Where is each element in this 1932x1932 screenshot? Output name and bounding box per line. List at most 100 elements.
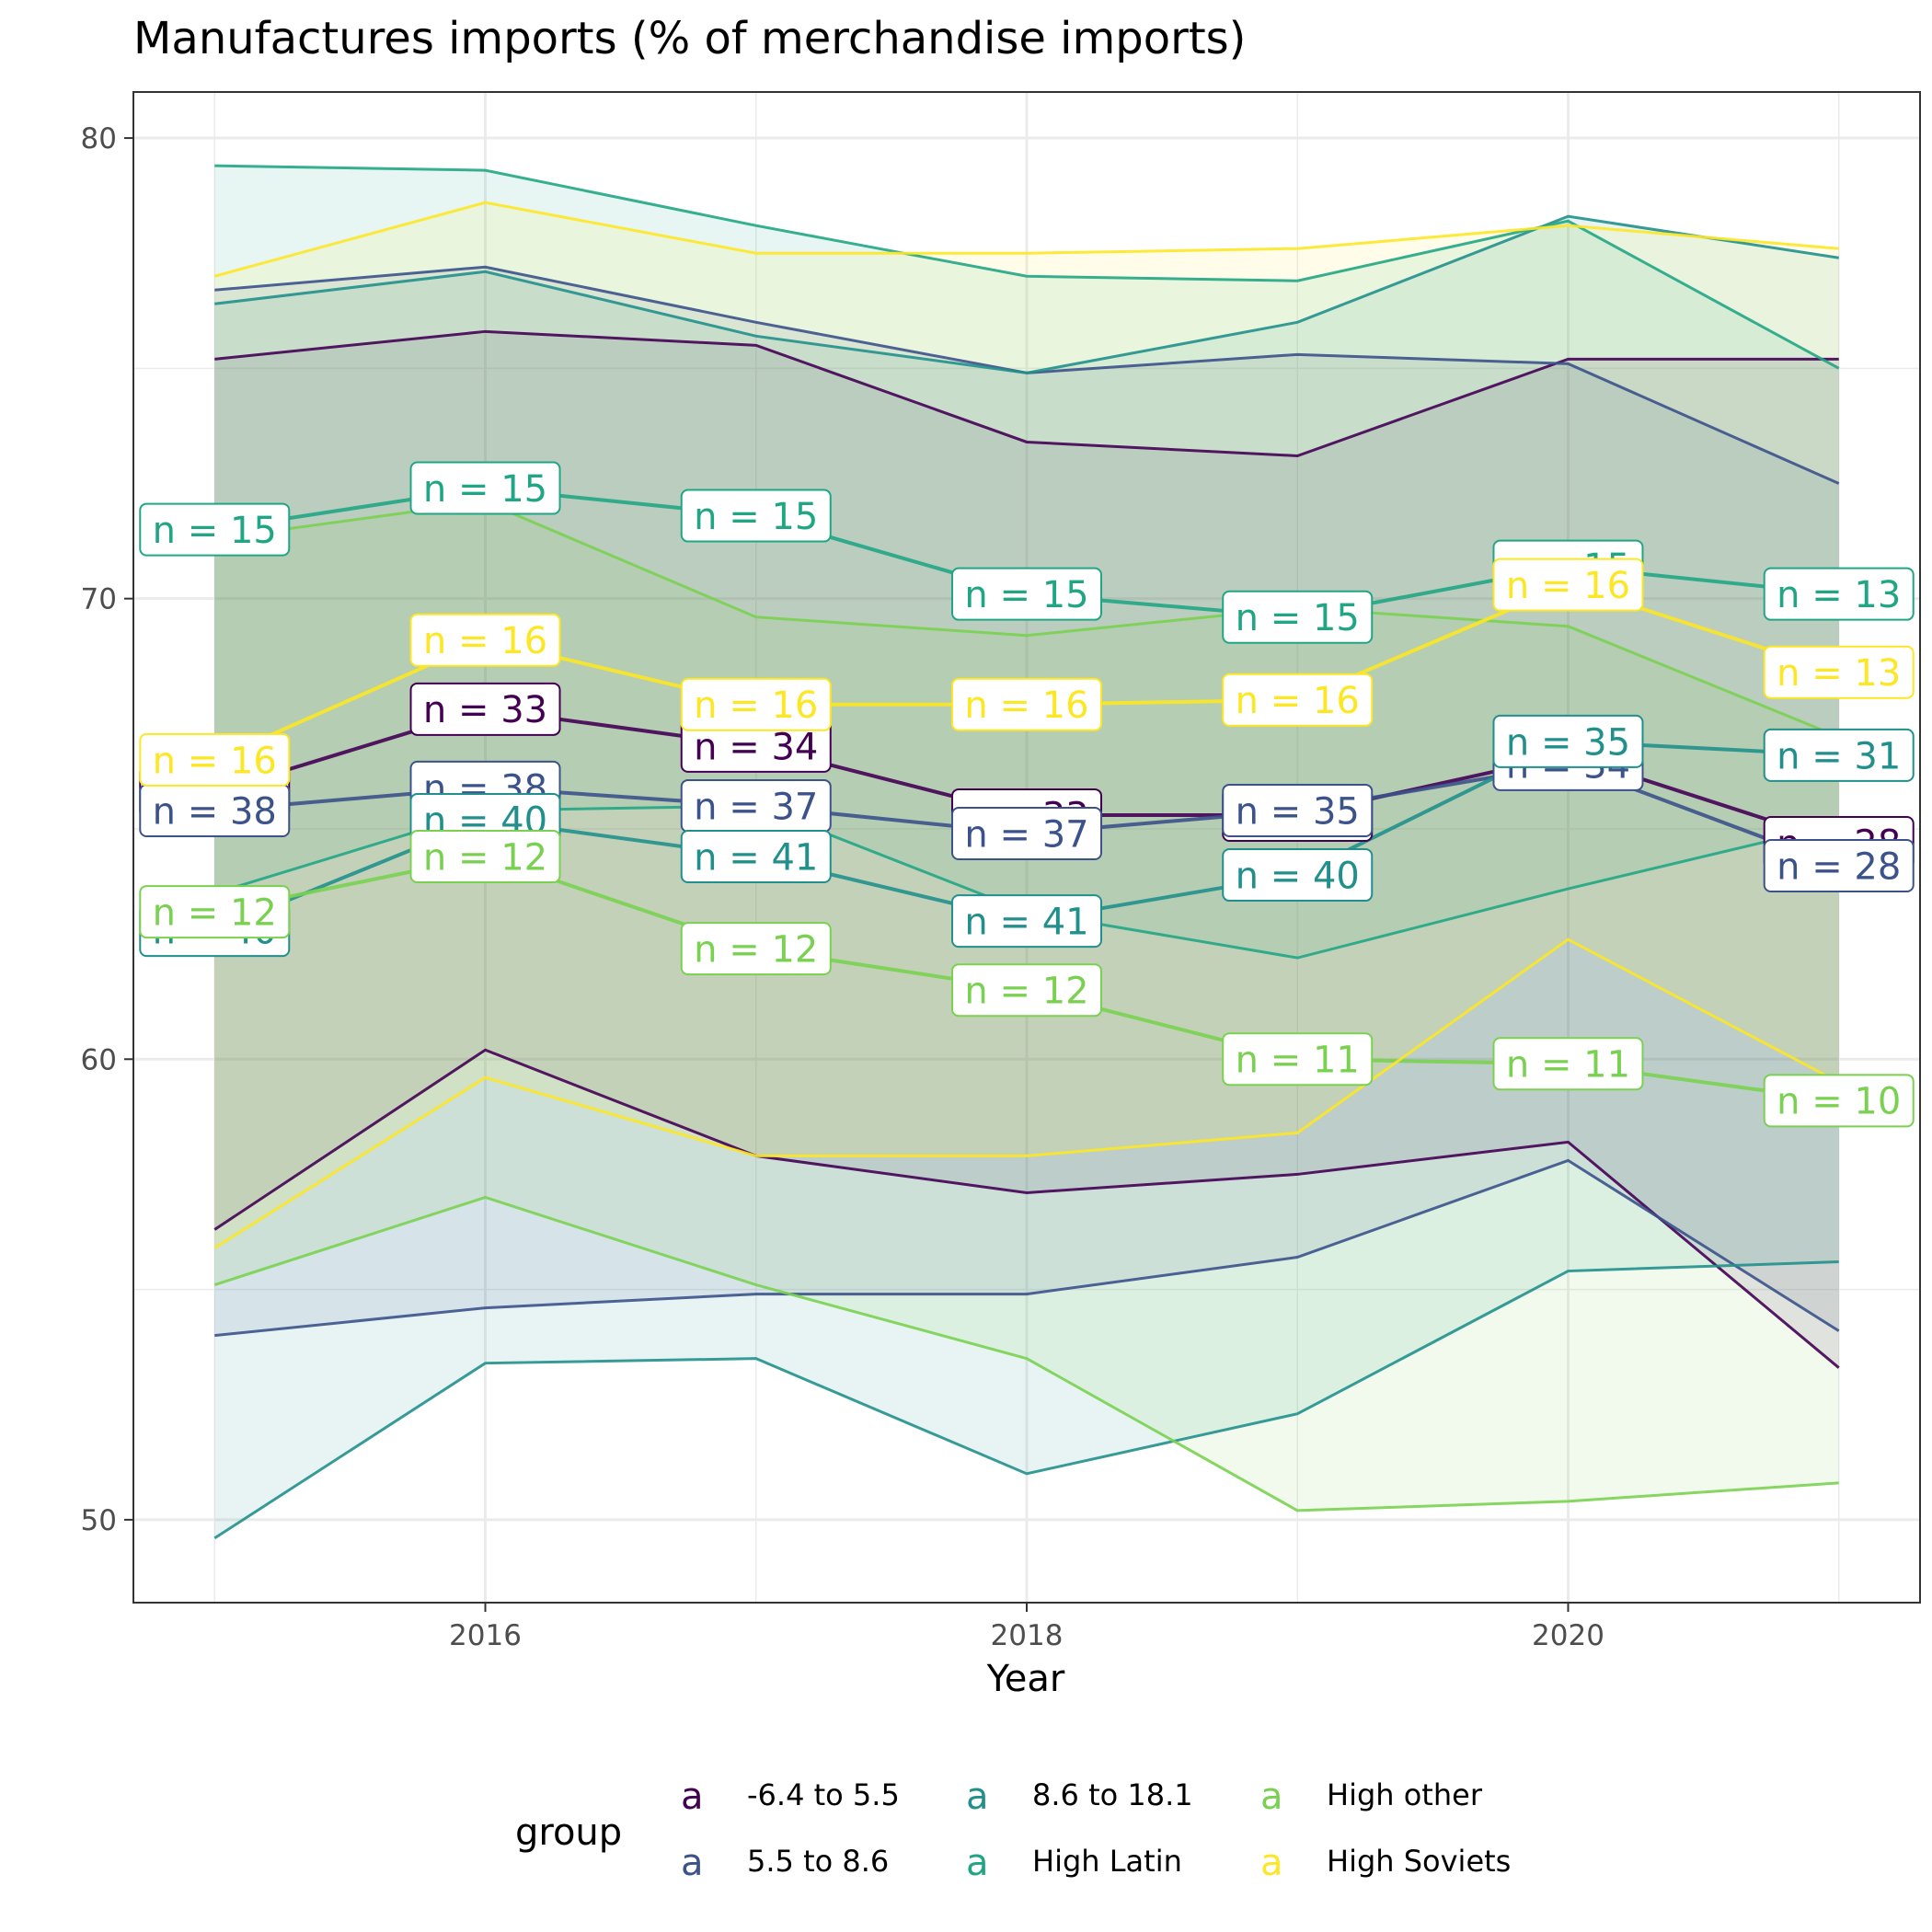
count-label: n = 33 <box>409 682 561 736</box>
x-tick-label: 2018 <box>991 1619 1064 1652</box>
x-tick-label: 2020 <box>1532 1619 1604 1652</box>
count-label: n = 10 <box>1763 1074 1915 1128</box>
count-label-box <box>1222 590 1374 644</box>
count-label-text: n = 41 <box>964 901 1088 943</box>
x-axis-title: Year <box>986 1658 1065 1700</box>
count-label-box <box>951 894 1102 949</box>
legend-label: High Soviets <box>1327 1844 1511 1879</box>
count-label-box <box>139 502 291 557</box>
chart-title: Manufactures imports (% of merchandise i… <box>133 13 1246 64</box>
count-label-text: n = 35 <box>1506 721 1630 764</box>
ribbon-band <box>214 166 1839 959</box>
band-edge-line <box>213 1260 1839 1540</box>
legend-label: 5.5 to 8.6 <box>747 1844 889 1879</box>
count-label-box <box>1763 839 1915 893</box>
count-label-box <box>951 963 1102 1018</box>
count-label-text: n = 37 <box>694 786 818 828</box>
count-label-box <box>1222 783 1374 837</box>
count-label: n = 11 <box>1222 1032 1374 1087</box>
count-label-box <box>951 806 1102 860</box>
legend-item: a High Latin <box>966 1842 1182 1884</box>
count-label: n = 16 <box>680 677 832 731</box>
count-label: n = 13 <box>1763 567 1915 621</box>
count-label-text: n = 16 <box>1236 680 1360 722</box>
count-label-text: n = 12 <box>694 929 818 972</box>
y-tick-label: 50 <box>81 1504 117 1537</box>
count-label-text: n = 15 <box>1236 597 1360 639</box>
count-label-box <box>680 677 832 731</box>
count-label-text: n = 12 <box>964 971 1088 1013</box>
count-label: n = 41 <box>951 894 1102 949</box>
count-label-box <box>951 567 1102 621</box>
count-label-text: n = 16 <box>153 740 277 782</box>
count-label-box <box>409 830 561 884</box>
count-label: n = 16 <box>139 732 291 787</box>
count-label-box <box>951 677 1102 731</box>
count-label-text: n = 16 <box>1506 565 1630 607</box>
legend-label: -6.4 to 5.5 <box>747 1777 900 1812</box>
legend-item: a -6.4 to 5.5 <box>681 1776 900 1818</box>
count-label-box <box>680 922 832 976</box>
band-edge-line <box>214 214 1839 374</box>
legend-key: a <box>1260 1842 1283 1884</box>
count-label-box <box>1492 1037 1644 1091</box>
count-label-box <box>139 732 291 787</box>
legend-item: a 8.6 to 18.1 <box>966 1776 1193 1818</box>
count-label-box <box>1763 645 1915 699</box>
count-label-text: n = 16 <box>964 684 1088 727</box>
count-label-box <box>139 885 291 939</box>
count-label-text: n = 40 <box>1236 855 1360 897</box>
count-label: n = 12 <box>139 885 291 939</box>
count-label-box <box>409 461 561 515</box>
count-label-text: n = 15 <box>964 574 1088 616</box>
legend-key: a <box>681 1842 704 1884</box>
count-label-text: n = 38 <box>153 790 277 833</box>
count-label: n = 16 <box>1492 558 1644 612</box>
y-tick-label: 70 <box>81 583 117 616</box>
count-label: n = 34 <box>680 719 832 773</box>
count-label-text: n = 16 <box>423 620 547 662</box>
count-label-text: n = 15 <box>153 510 277 552</box>
count-label-text: n = 11 <box>1506 1044 1630 1087</box>
legend-label: 8.6 to 18.1 <box>1032 1777 1193 1812</box>
axes: 50 60 70 80 2016 2018 2020 <box>81 122 1604 1652</box>
count-label: n = 37 <box>680 778 832 833</box>
y-tick-label: 80 <box>81 122 117 155</box>
count-label-text: n = 12 <box>423 836 547 879</box>
count-label-box <box>680 489 832 543</box>
count-label: n = 31 <box>1763 728 1915 782</box>
legend-key: a <box>966 1776 989 1818</box>
legend-label: High other <box>1327 1777 1483 1812</box>
count-label-box <box>1763 728 1915 782</box>
count-label-text: n = 41 <box>694 836 818 879</box>
count-label-layer: n = 38n = 33n = 34n = 33n = 35n = 34n = … <box>139 461 1915 1128</box>
legend-item: a High Soviets <box>1260 1842 1511 1884</box>
count-label-box <box>1222 848 1374 903</box>
count-label: n = 12 <box>409 830 561 884</box>
band-edge-line <box>213 1195 1839 1512</box>
band-edge-line <box>213 937 1840 1249</box>
count-label: n = 11 <box>1492 1037 1644 1091</box>
count-label-box <box>409 682 561 736</box>
band-edge-line <box>214 1158 1840 1338</box>
count-label: n = 15 <box>680 489 832 543</box>
count-label-box <box>1492 714 1644 768</box>
count-label-text: n = 35 <box>1236 790 1360 833</box>
count-label: n = 16 <box>409 613 561 667</box>
count-label: n = 41 <box>680 830 832 884</box>
count-label-box <box>1222 673 1374 727</box>
count-label: n = 35 <box>1222 783 1374 837</box>
count-label-box <box>680 830 832 884</box>
count-label-text: n = 12 <box>153 891 277 934</box>
count-label-text: n = 16 <box>694 684 818 727</box>
count-label-box <box>1222 1032 1374 1087</box>
count-label: n = 13 <box>1763 645 1915 699</box>
count-label-box <box>1492 558 1644 612</box>
count-label: n = 38 <box>139 783 291 837</box>
count-label: n = 12 <box>951 963 1102 1018</box>
count-label: n = 28 <box>1763 839 1915 893</box>
count-label: n = 16 <box>1222 673 1374 727</box>
count-label: n = 15 <box>1222 590 1374 644</box>
count-label-text: n = 13 <box>1777 574 1901 616</box>
count-label-text: n = 33 <box>423 689 547 731</box>
